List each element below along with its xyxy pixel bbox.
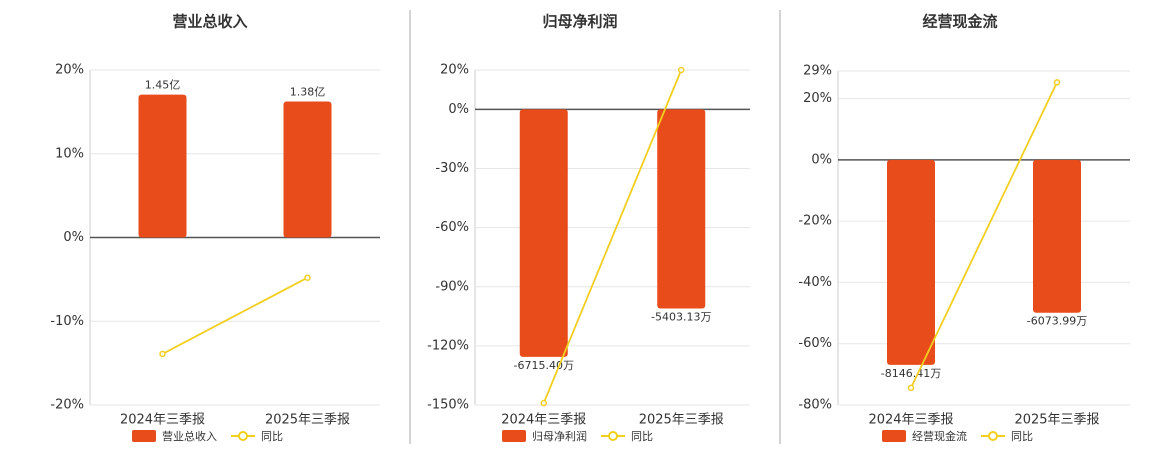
chart-title: 营业总收入 [172,13,247,31]
legend-label: 经营现金流 [912,429,967,443]
legend-label: 同比 [261,430,283,443]
legend-marker [608,431,618,441]
y-tick-label: -150% [427,398,469,413]
bar [657,109,706,309]
y-tick-label: 0% [811,152,832,167]
chart-title: 经营现金流 [922,13,997,31]
legend-label: 同比 [631,430,653,443]
legend-swatch [502,430,526,442]
x-tick-label: 2024年三季报 [868,413,953,428]
y-tick-label: 0% [63,230,84,245]
x-tick-label: 2025年三季报 [639,413,724,428]
legend-marker [988,431,998,441]
y-tick-label: 20% [440,63,469,78]
y-tick-label: -60% [798,336,832,351]
line-point [540,399,547,407]
x-tick-label: 2024年三季报 [120,413,205,428]
legend-swatch [132,430,156,442]
y-tick-label: -80% [798,398,832,413]
value-label: 1.45亿 [145,79,181,92]
x-tick-label: 2024年三季报 [501,413,586,428]
y-tick-label: -30% [435,161,469,176]
y-tick-label: -90% [435,279,469,294]
y-tick-label: 20% [55,63,84,78]
bar [887,159,935,365]
legend-label: 营业总收入 [162,429,217,443]
line-point [159,350,166,358]
y-tick-label: -20% [50,398,84,413]
y-tick-label: 20% [803,91,832,106]
bar [283,101,332,238]
value-label: -8146.41万 [881,367,941,380]
legend-label: 归母净利润 [532,429,587,443]
value-label: -6073.99万 [1027,315,1087,328]
y-tick-label: 10% [55,146,84,161]
bar [1033,159,1081,313]
value-label: 1.38亿 [290,86,326,99]
x-tick-label: 2025年三季报 [1014,413,1099,428]
y-tick-label: 29% [803,64,832,79]
value-label: -6715.40万 [514,359,574,372]
x-tick-label: 2025年三季报 [265,413,350,428]
legend-label: 同比 [1011,430,1033,443]
chart-title: 归母净利润 [542,13,617,31]
value-label: -5403.13万 [651,311,711,324]
y-tick-label: -10% [50,314,84,329]
line-point [678,66,685,74]
line-point [304,274,311,281]
bar [138,94,187,238]
y-tick-label: 0% [448,102,469,117]
bar [519,109,568,357]
y-tick-label: -60% [435,220,469,235]
line [162,276,308,355]
legend-marker [238,431,248,441]
y-tick-label: -40% [798,275,832,290]
line-point [1053,79,1061,86]
line-point [907,384,915,392]
y-tick-label: -20% [798,214,832,229]
legend-swatch [882,430,906,442]
y-tick-label: -120% [427,338,469,353]
line [910,81,1058,389]
line [542,69,683,404]
